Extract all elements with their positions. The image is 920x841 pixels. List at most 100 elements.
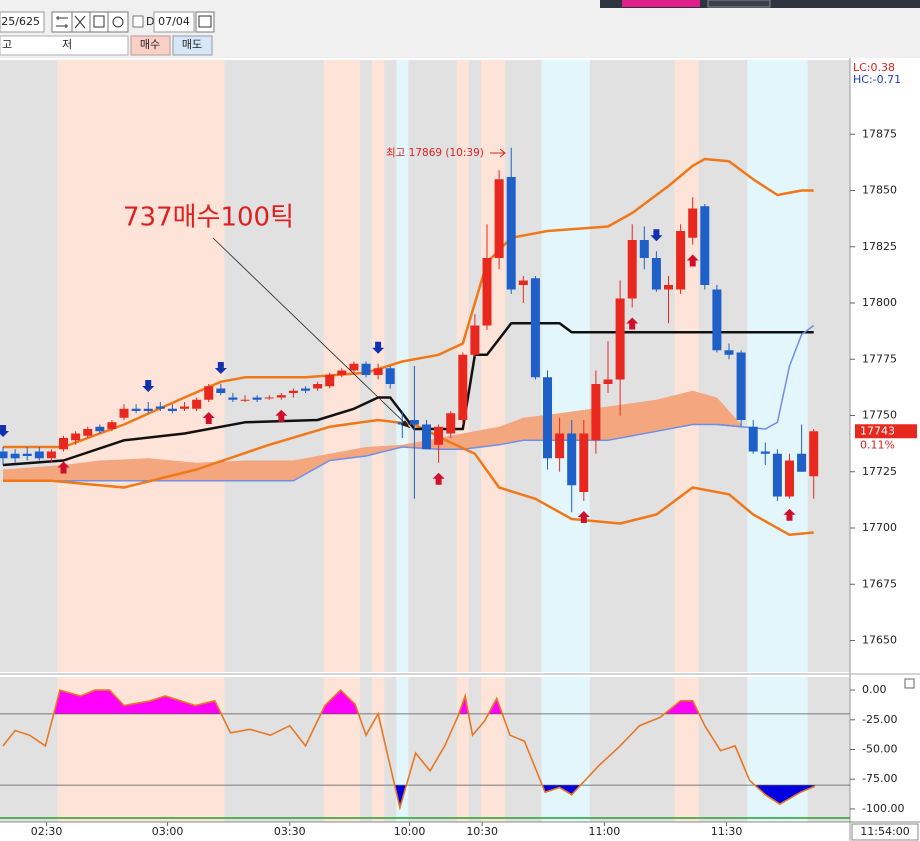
candle-body [0, 451, 8, 459]
icon-glyph [112, 16, 124, 28]
buy-signal [686, 254, 699, 267]
candle-body [724, 350, 734, 355]
high-note-arrow [490, 148, 506, 158]
time-label-box [851, 823, 919, 841]
icon-button[interactable] [107, 11, 129, 33]
candle-body [591, 384, 601, 441]
candle-body [458, 354, 468, 420]
x-tick-label: 03:30 [274, 825, 306, 838]
candle-body [252, 397, 262, 400]
y-tick-label: -75.00 [862, 772, 897, 785]
time-label: 11:54:00 [860, 825, 909, 838]
candle-body [240, 399, 250, 401]
candle-body [131, 408, 141, 411]
sell-signal [142, 380, 155, 392]
buy-signal [57, 461, 70, 474]
candle-body [579, 433, 589, 492]
sell-button-text: 매도 [182, 38, 202, 51]
lagging-line [716, 324, 815, 430]
y-tick-label: 17675 [862, 577, 897, 590]
x-tick-label: 11:30 [711, 825, 743, 838]
lc-label: LC:0.38 [853, 61, 895, 74]
buy-signal [577, 511, 590, 523]
high-note: 최고 17869 (10:39) [386, 147, 484, 159]
session-shading [747, 60, 808, 672]
icon-button[interactable] [89, 11, 109, 33]
date-field[interactable] [153, 11, 195, 33]
icon-glyph [93, 15, 105, 28]
candle-body [143, 408, 153, 411]
top-button[interactable] [622, 0, 700, 7]
candle-body [785, 460, 795, 497]
sell-signal [214, 362, 227, 374]
middle-line [2, 322, 814, 467]
candle-body [518, 280, 528, 285]
session-shading [541, 60, 590, 672]
candle-body [446, 413, 456, 434]
candle-body [167, 408, 177, 411]
price-field [0, 35, 129, 56]
icon-glyph [74, 15, 86, 29]
session-shading [480, 677, 506, 822]
candle-body [530, 278, 540, 378]
session-shading [372, 677, 385, 822]
candle-body [276, 395, 286, 398]
y-tick-label: 17650 [862, 634, 897, 647]
session-shading [674, 677, 699, 822]
code-field-text: 25/625 [1, 15, 40, 28]
plot-layer: 17650 17675 17700 17725 17750 17775 17800 17825… [0, 60, 919, 841]
annotation-leader [212, 237, 411, 429]
session-shading [541, 677, 590, 822]
candle-body [482, 258, 492, 326]
candle-body [615, 298, 625, 380]
y-tick-label: -50.00 [862, 743, 897, 756]
icon-button[interactable] [51, 11, 73, 33]
code-field[interactable] [0, 11, 45, 33]
candle-body [361, 363, 371, 375]
y-tick-label: 0.00 [862, 683, 887, 696]
candle-body [119, 408, 129, 418]
overbought-fill [3, 690, 815, 714]
candle-body [543, 377, 553, 459]
candle-body [155, 406, 165, 409]
candle-body [83, 429, 93, 436]
buy-button-text: 매수 [140, 38, 160, 51]
candle-body [107, 422, 117, 429]
candle-body [772, 453, 782, 497]
last-price-label: 17743 [860, 424, 895, 437]
candle-body [10, 453, 20, 459]
sell-button[interactable] [172, 35, 213, 56]
candle-body [22, 453, 32, 456]
y-tick-label: 17775 [862, 352, 897, 365]
candle-body [712, 289, 722, 351]
x-tick-label: 03:00 [152, 825, 184, 838]
candle-body [688, 208, 698, 238]
candle-body [301, 388, 311, 391]
candle-body [603, 379, 613, 384]
y-tick-label: 17800 [862, 296, 897, 309]
close-panel-button[interactable] [904, 678, 915, 689]
change-label: 0.11% [860, 438, 895, 451]
last-price-box [855, 424, 917, 439]
oscillator-line [2, 688, 816, 811]
session-shading [456, 677, 469, 822]
candle-body [676, 231, 686, 290]
y-tick-label: 17850 [862, 184, 897, 197]
checkbox[interactable] [132, 15, 144, 28]
candle-body [34, 451, 44, 459]
candle-body [180, 406, 190, 409]
candle-body [409, 420, 419, 425]
high-label: 고 [2, 38, 12, 51]
lower-band [3, 418, 814, 537]
session-shading [57, 60, 225, 672]
candle-body [470, 325, 480, 355]
buy-button[interactable] [130, 35, 171, 56]
candle-body [567, 433, 577, 486]
top-button[interactable] [707, 0, 771, 8]
y-tick-label: 17750 [862, 409, 897, 422]
candle-body [494, 179, 504, 258]
y-tick-label: -100.00 [862, 802, 904, 815]
icon-glyph [198, 15, 212, 28]
icon-button[interactable] [71, 11, 91, 33]
